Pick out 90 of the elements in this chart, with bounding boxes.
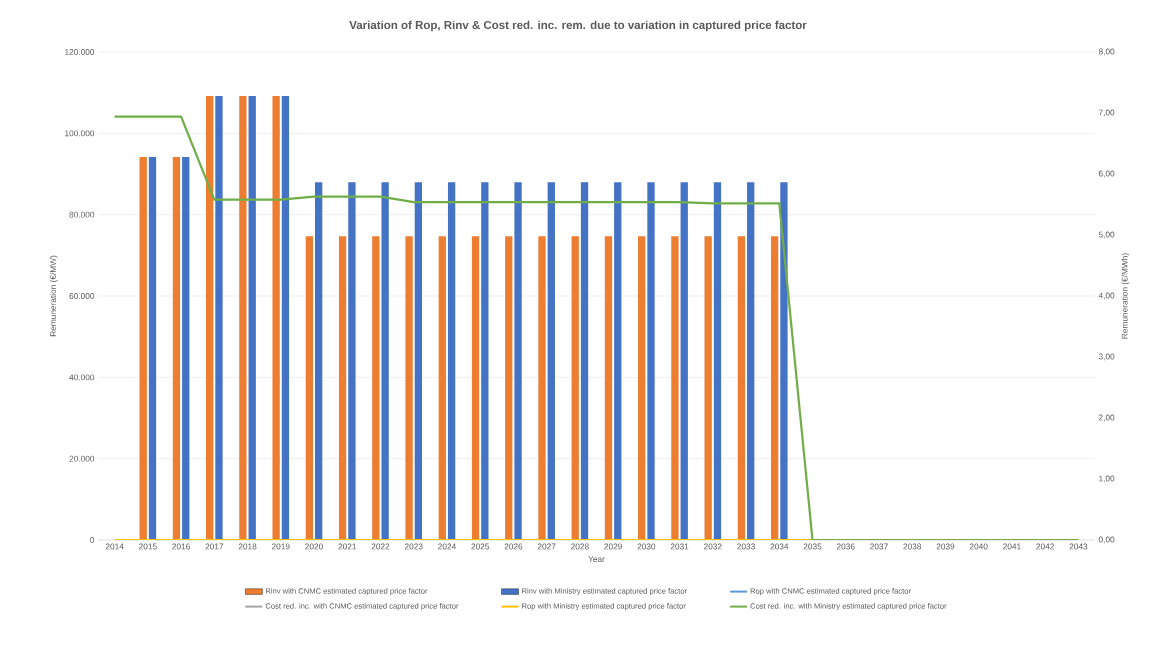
bar <box>770 236 779 540</box>
x-tick-label: 2037 <box>870 543 888 550</box>
x-tick-label: 2042 <box>1036 543 1054 550</box>
bar <box>315 182 323 540</box>
bar <box>737 236 746 540</box>
bar <box>505 236 513 540</box>
x-tick-label: 2036 <box>836 543 855 550</box>
x-tick-label: 2027 <box>537 543 556 550</box>
bar <box>139 156 147 540</box>
x-tick-label: 2015 <box>139 543 157 550</box>
bar <box>414 182 423 540</box>
x-tick-label: 2028 <box>571 543 589 550</box>
x-tick-label: 2034 <box>770 543 789 550</box>
bar <box>604 236 613 540</box>
bar <box>148 156 157 540</box>
bar <box>713 182 722 540</box>
x-tick-label: 2030 <box>637 543 656 550</box>
x-tick-label: 2040 <box>969 543 988 550</box>
bar <box>647 182 655 540</box>
bar <box>381 182 389 540</box>
x-tick-label: 2019 <box>271 543 290 550</box>
x-tick-label: 2025 <box>471 543 490 550</box>
bar <box>671 236 679 540</box>
x-tick-label: 2020 <box>305 543 323 550</box>
bar <box>538 236 546 540</box>
x-tick-label: 2018 <box>238 543 257 550</box>
y2-tick-label: 2,00 <box>1098 414 1115 422</box>
x-tick-label: 2014 <box>105 543 124 550</box>
y-tick-label: 80.000 <box>69 211 95 218</box>
bar <box>348 182 356 540</box>
bar <box>614 182 622 540</box>
bar <box>248 95 256 540</box>
x-axis-title: Year <box>588 556 605 563</box>
bar <box>680 182 688 540</box>
y2-tick-label: 1,00 <box>1099 475 1115 483</box>
bar <box>481 182 489 540</box>
bar <box>338 236 347 540</box>
x-tick-label: 2038 <box>903 543 922 550</box>
y-tick-label: 100.000 <box>65 130 95 137</box>
y2-axis-title: Remuneration (€/MWh) <box>1121 253 1130 339</box>
y2-tick-label: 3,00 <box>1098 353 1115 361</box>
y2-tick-label: 4,00 <box>1098 292 1115 300</box>
x-tick-label: 2024 <box>438 543 456 550</box>
x-tick-label: 2033 <box>737 543 755 550</box>
x-tick-label: 2022 <box>371 543 390 550</box>
bar <box>405 236 413 540</box>
x-tick-label: 2021 <box>338 543 357 550</box>
y-tick-label: 20.000 <box>69 455 95 462</box>
bar <box>305 236 314 540</box>
x-tick-label: 2043 <box>1069 543 1088 550</box>
x-tick-label: 2041 <box>1003 543 1021 550</box>
x-tick-label: 2026 <box>504 543 523 550</box>
bar <box>747 182 755 540</box>
y2-tick-label: 8,00 <box>1098 48 1115 56</box>
y2-tick-label: 7,00 <box>1098 109 1115 117</box>
x-tick-label: 2032 <box>704 543 722 550</box>
bar <box>547 182 555 540</box>
bar <box>514 182 522 540</box>
bar <box>780 182 788 540</box>
bar <box>239 95 247 540</box>
y2-tick-label: 0,00 <box>1098 536 1115 544</box>
y-tick-label: 40.000 <box>69 374 95 381</box>
y-axis-title: Remuneration (€/MW) <box>49 255 58 337</box>
bar <box>215 95 223 540</box>
bar <box>471 236 480 540</box>
bar <box>281 95 290 540</box>
x-tick-label: 2016 <box>172 543 190 550</box>
y-tick-label: 60.000 <box>69 293 95 299</box>
bar <box>447 182 456 540</box>
bar <box>372 236 380 540</box>
x-tick-label: 2029 <box>604 543 622 550</box>
y2-tick-label: 5,00 <box>1098 231 1115 239</box>
x-tick-label: 2017 <box>205 543 224 550</box>
bar <box>172 156 181 540</box>
x-tick-label: 2031 <box>670 543 689 550</box>
x-tick-label: 2039 <box>936 543 955 550</box>
y-tick-label: 120.000 <box>65 49 95 55</box>
bar <box>638 236 646 540</box>
bar <box>272 95 280 540</box>
y-tick-label: 0 <box>90 537 95 543</box>
bar <box>571 236 579 540</box>
bar <box>182 156 190 540</box>
bar <box>580 182 589 540</box>
x-tick-label: 2035 <box>803 543 822 550</box>
bar <box>438 236 446 540</box>
bar <box>704 236 712 540</box>
x-tick-label: 2023 <box>404 543 423 550</box>
chart-title: Variation of Rop, Rinv & Cost red. inc. rem. due to variation in captured price factor <box>349 20 807 32</box>
bar <box>206 95 214 540</box>
y2-tick-label: 6,00 <box>1098 170 1115 178</box>
